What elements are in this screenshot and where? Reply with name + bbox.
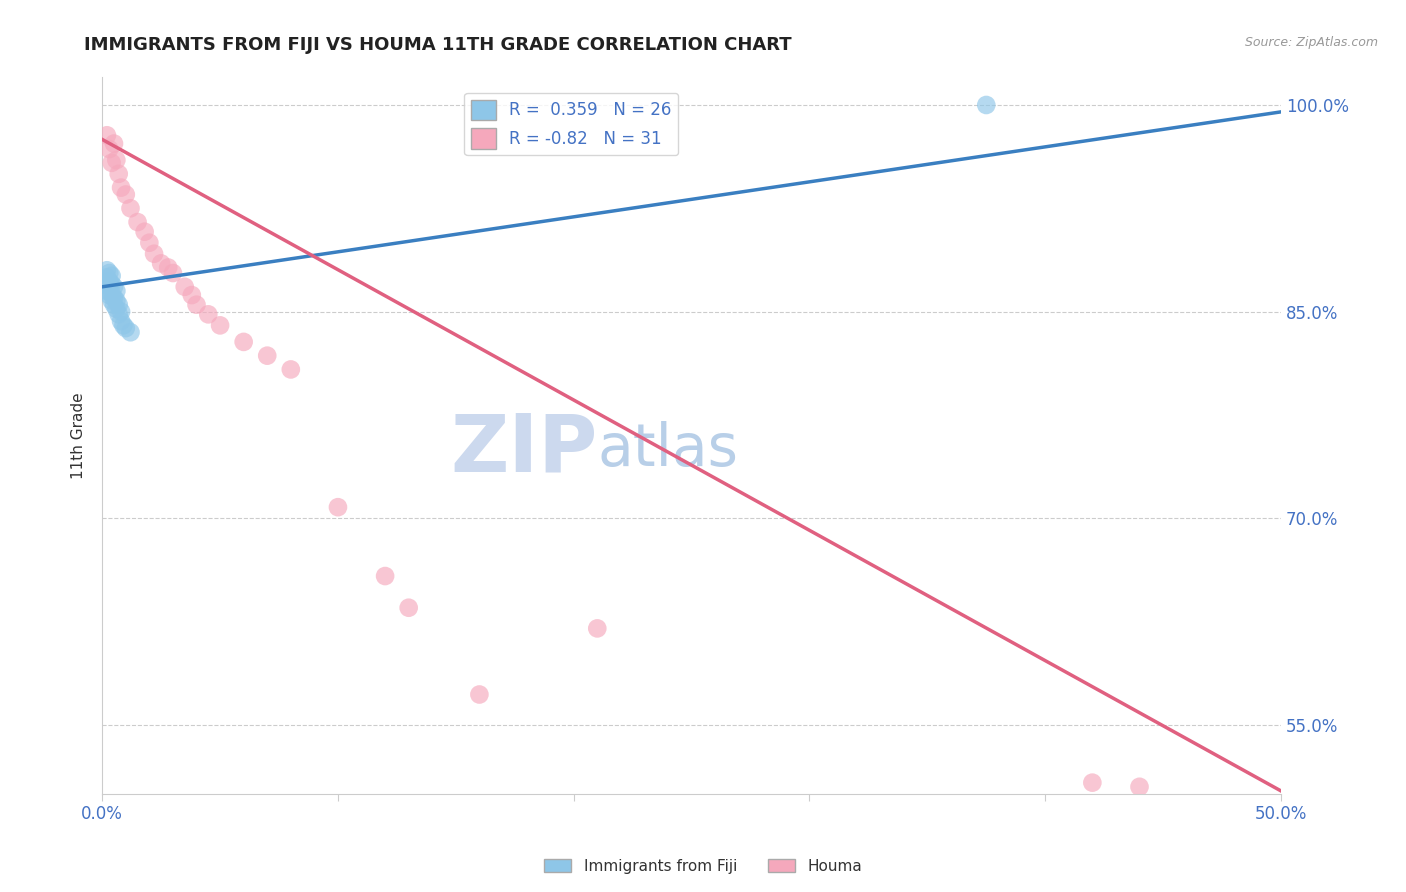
Point <box>186 298 208 312</box>
Point <box>103 298 125 312</box>
Point <box>110 314 132 328</box>
Point <box>162 266 184 280</box>
Point <box>112 318 135 333</box>
Point <box>143 246 166 260</box>
Point <box>105 301 128 316</box>
Point <box>586 621 609 635</box>
Point <box>98 280 121 294</box>
Point <box>197 307 219 321</box>
Legend: R =  0.359   N = 26, R = -0.82   N = 31: R = 0.359 N = 26, R = -0.82 N = 31 <box>464 93 678 155</box>
Point <box>96 270 118 285</box>
Text: ZIP: ZIP <box>450 411 598 489</box>
Point <box>1081 775 1104 789</box>
Point <box>98 266 121 280</box>
Point <box>105 284 128 298</box>
Point <box>93 277 115 291</box>
Point <box>114 321 136 335</box>
Point <box>100 268 122 283</box>
Point <box>157 260 180 275</box>
Point <box>105 293 128 308</box>
Point <box>374 569 396 583</box>
Point <box>96 263 118 277</box>
Point <box>103 291 125 305</box>
Point <box>105 153 128 167</box>
Point <box>134 225 156 239</box>
Point <box>98 142 121 156</box>
Point <box>326 500 349 515</box>
Point <box>114 187 136 202</box>
Point <box>100 286 122 301</box>
Point <box>103 280 125 294</box>
Point <box>96 284 118 298</box>
Text: IMMIGRANTS FROM FIJI VS HOUMA 11TH GRADE CORRELATION CHART: IMMIGRANTS FROM FIJI VS HOUMA 11TH GRADE… <box>84 36 792 54</box>
Y-axis label: 11th Grade: 11th Grade <box>72 392 86 479</box>
Point <box>127 215 149 229</box>
Point <box>209 318 232 333</box>
Point <box>1128 780 1150 794</box>
Point <box>107 298 129 312</box>
Point <box>150 256 173 270</box>
Point <box>110 180 132 194</box>
Point <box>232 334 254 349</box>
Point <box>280 362 302 376</box>
Point <box>138 235 160 250</box>
Point <box>974 98 997 112</box>
Point <box>96 128 118 143</box>
Point <box>256 349 278 363</box>
Point <box>100 277 122 291</box>
Point <box>103 136 125 151</box>
Point <box>98 274 121 288</box>
Point <box>100 293 122 308</box>
Point <box>180 288 202 302</box>
Point <box>120 325 142 339</box>
Legend: Immigrants from Fiji, Houma: Immigrants from Fiji, Houma <box>538 853 868 880</box>
Point <box>398 600 420 615</box>
Point <box>120 202 142 216</box>
Point <box>100 156 122 170</box>
Point <box>107 167 129 181</box>
Text: Source: ZipAtlas.com: Source: ZipAtlas.com <box>1244 36 1378 49</box>
Point <box>173 280 195 294</box>
Point <box>98 288 121 302</box>
Point <box>110 304 132 318</box>
Text: atlas: atlas <box>598 421 738 478</box>
Point <box>468 688 491 702</box>
Point <box>107 307 129 321</box>
